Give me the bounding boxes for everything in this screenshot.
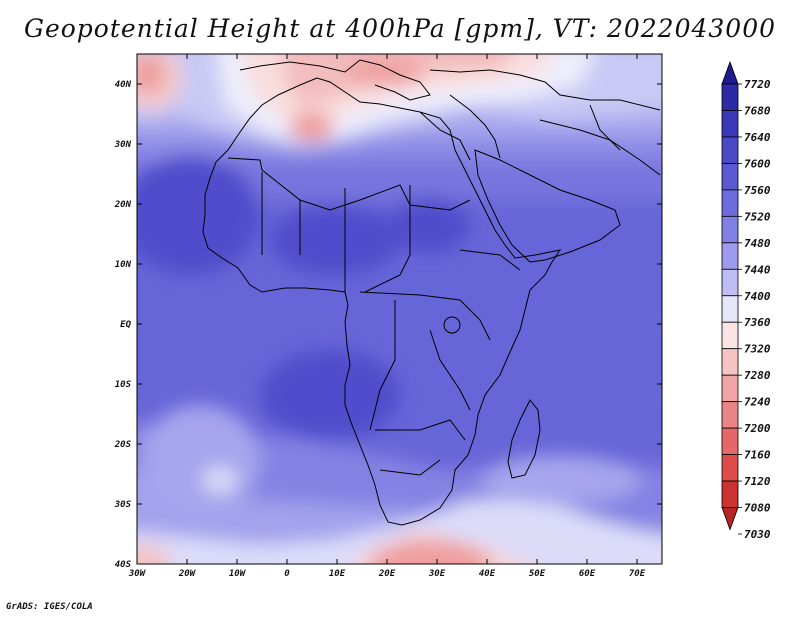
coastlines <box>202 59 661 526</box>
colorbar-label: 7600 <box>744 157 771 170</box>
colorbar-swatch <box>721 348 739 376</box>
colorbar-swatch <box>721 136 739 164</box>
colorbar-swatch <box>721 110 739 138</box>
lon-label: 10W <box>229 569 247 579</box>
chart-title: Geopotential Height at 400hPa [gpm], VT:… <box>23 14 777 43</box>
latitude-axis: 40N 30N 20N 10N EQ 10S 20S 30S 40S <box>114 80 662 570</box>
colorbar-swatch <box>721 83 739 111</box>
lat-label: 20N <box>114 200 132 210</box>
colorbar-label: 7360 <box>744 316 771 329</box>
grads-credit: GrADS: IGES/COLA <box>6 602 93 612</box>
colorbar-label: 7720 <box>744 78 771 91</box>
colorbar-label: 7640 <box>744 131 771 144</box>
geopotential-field <box>137 54 662 564</box>
colorbar-swatch <box>721 215 739 244</box>
colorbar-label: 7240 <box>744 396 771 409</box>
colorbar-label: 7320 <box>744 343 771 356</box>
colorbar-swatch <box>721 321 739 350</box>
colorbar-swatch <box>721 480 739 508</box>
lon-label: 40E <box>479 569 496 579</box>
lat-label: 30S <box>114 500 132 510</box>
lat-label: 10S <box>115 380 132 390</box>
colorbar-label: 7080 <box>744 502 771 515</box>
lat-label: EQ <box>120 320 131 330</box>
colorbar-swatch <box>721 374 739 403</box>
lon-label: 20E <box>378 569 396 579</box>
lat-label: 20S <box>114 440 132 450</box>
lon-label: 10E <box>329 569 346 579</box>
colorbar-label: 7520 <box>744 210 771 223</box>
colorbar-label: 7560 <box>744 184 771 197</box>
longitude-axis: 30W 20W 10W 0 10E 20E 30E 40E 50E 60E 70E <box>128 54 646 579</box>
lon-label: 60E <box>579 569 596 579</box>
colorbar-label: 7120 <box>744 475 771 488</box>
colorbar-swatch <box>721 401 739 429</box>
colorbar-bottom-arrow <box>721 507 739 531</box>
lon-label: 20W <box>178 569 197 579</box>
colorbar-label: 7400 <box>744 290 771 303</box>
lon-label: 50E <box>529 569 546 579</box>
colorbar-swatch <box>721 427 739 455</box>
lon-label: 0 <box>284 569 290 579</box>
lon-label: 30W <box>128 569 147 579</box>
lat-label: 40S <box>115 560 132 570</box>
lat-label: 10N <box>115 260 132 270</box>
colorbar-label: 7030 <box>744 528 771 541</box>
lon-label: 30E <box>428 569 446 579</box>
colorbar-label: 7680 <box>744 104 771 117</box>
colorbar-label: 7200 <box>744 422 771 435</box>
colorbar-label: 7160 <box>744 449 771 462</box>
lon-label: 70E <box>629 569 646 579</box>
lat-label: 40N <box>115 80 132 90</box>
colorbar-label: 7480 <box>744 237 771 250</box>
colorbar-swatch <box>721 295 739 323</box>
colorbar-label: 7280 <box>744 369 771 382</box>
colorbar-swatch <box>721 454 739 482</box>
colorbar-swatch <box>721 242 739 270</box>
lat-label: 30N <box>114 140 132 150</box>
colorbar-swatch <box>721 163 739 191</box>
colorbar-swatch <box>721 268 739 297</box>
colorbar-swatch <box>721 189 739 217</box>
map-frame <box>136 53 663 565</box>
color-bar: 7720 7680 7640 7600 7560 7520 7480 7440 7400 7360… <box>721 60 771 541</box>
colorbar-top-arrow <box>721 60 739 85</box>
colorbar-label: 7440 <box>744 263 771 276</box>
